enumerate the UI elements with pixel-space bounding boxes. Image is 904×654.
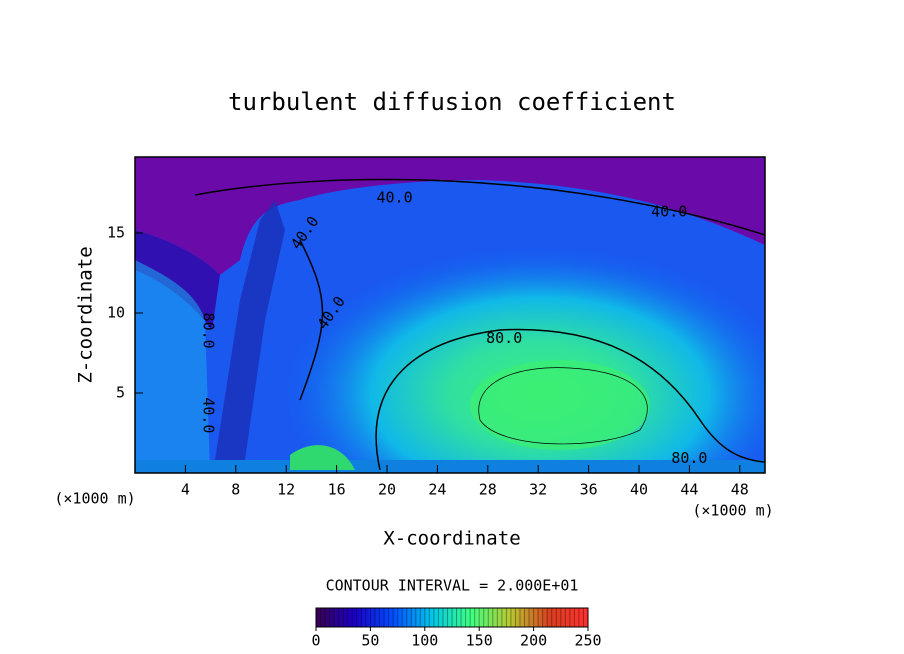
colorbar-tick-label: 0: [311, 632, 320, 650]
x-tick-label: 40: [630, 481, 648, 499]
x-tick-label: 8: [231, 481, 240, 499]
contour-label: 80.0: [200, 313, 218, 349]
x-axis-label: X-coordinate: [383, 528, 520, 550]
colorbar-tick-label: 250: [574, 632, 601, 650]
x-tick-label: 4: [181, 481, 190, 499]
x-tick-label: 48: [731, 481, 749, 499]
contour-label: 40.0: [651, 203, 687, 221]
colorbar-tick-label: 200: [520, 632, 547, 650]
contour-label: 40.0: [200, 397, 218, 433]
x-tick-label: 24: [428, 481, 446, 499]
x-tick-label: 12: [277, 481, 295, 499]
y-axis-label: Z-coordinate: [75, 246, 97, 383]
contour-label: 40.0: [376, 188, 412, 206]
y-tick-label: 5: [116, 384, 125, 402]
x-unit-label: (×1000 m): [692, 502, 773, 520]
contour-label: 80.0: [486, 329, 522, 347]
colorbar: [315, 607, 589, 628]
plot-frame: [134, 156, 766, 474]
x-tick-label: 44: [680, 481, 698, 499]
colorbar-title: CONTOUR INTERVAL = 2.000E+01: [326, 577, 579, 595]
x-tick-label: 36: [580, 481, 598, 499]
x-tick-label: 32: [529, 481, 547, 499]
y-tick-label: 10: [107, 304, 125, 322]
field: [135, 157, 765, 473]
y-unit-label: (×1000 m): [54, 490, 135, 508]
colorbar-tick-label: 50: [361, 632, 379, 650]
x-tick-label: 16: [328, 481, 346, 499]
x-tick-label: 20: [378, 481, 396, 499]
chart-title: turbulent diffusion coefficient: [228, 88, 676, 116]
contour-label: 80.0: [671, 449, 707, 467]
x-tick-label: 28: [479, 481, 497, 499]
y-tick-label: 15: [107, 224, 125, 242]
colorbar-tick-label: 100: [411, 632, 438, 650]
colorbar-tick-label: 150: [466, 632, 493, 650]
